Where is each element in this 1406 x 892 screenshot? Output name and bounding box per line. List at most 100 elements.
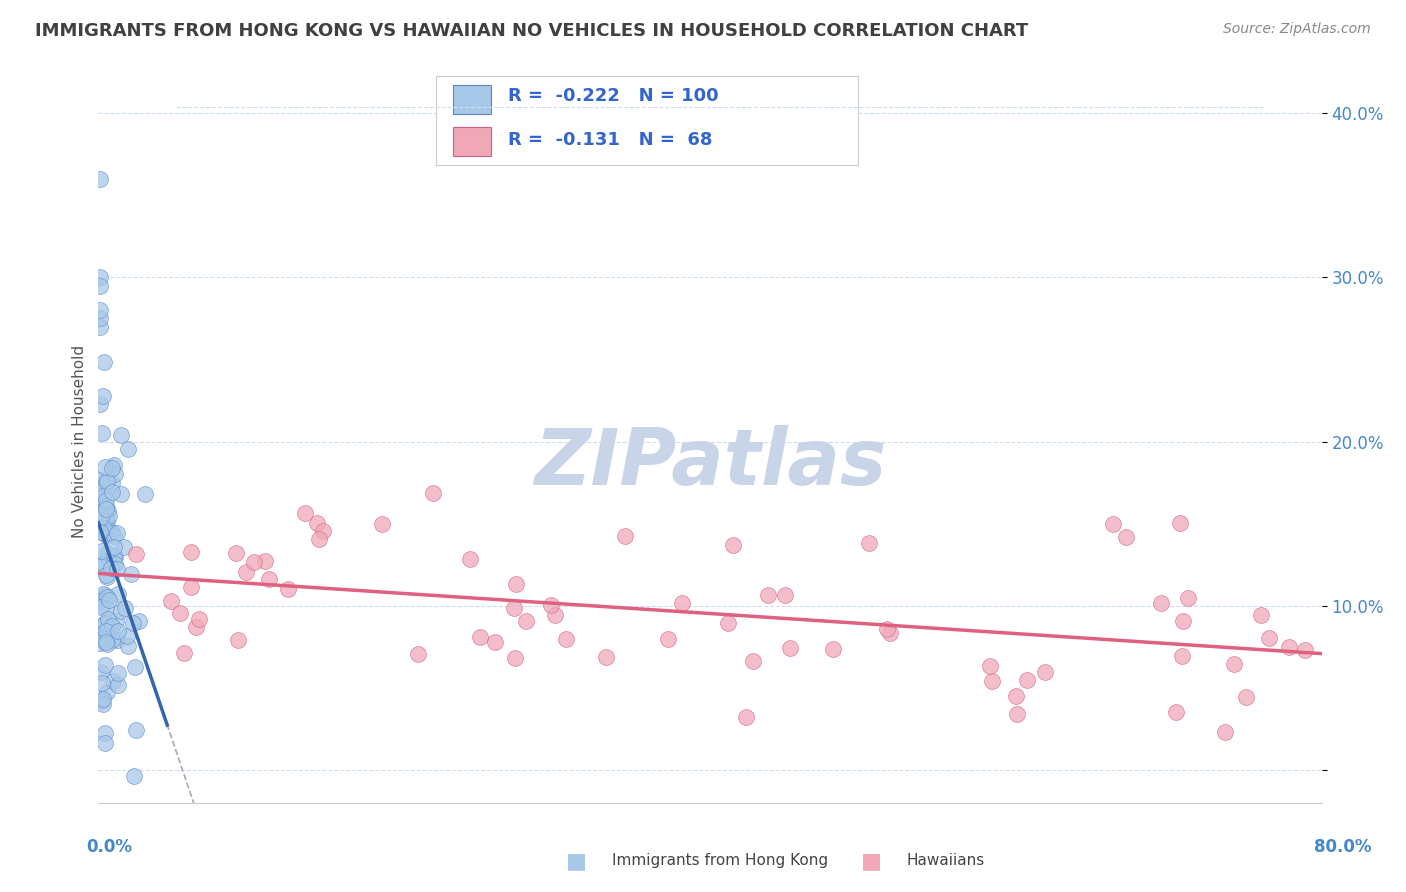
Point: [979, 659, 1001, 673]
Point: [169, 606, 191, 620]
Point: [94, 624, 117, 639]
Point: [100, 526, 122, 541]
Text: R =  -0.131   N =  68: R = -0.131 N = 68: [508, 131, 711, 149]
Point: [94, 615, 117, 630]
Point: [112, 540, 135, 554]
Point: [97, 508, 120, 523]
Point: [1222, 657, 1244, 671]
Point: [89, 278, 111, 293]
Point: [110, 427, 132, 442]
Point: [93, 525, 115, 540]
Text: ■: ■: [567, 851, 586, 871]
Point: [173, 646, 195, 660]
Point: [773, 588, 796, 602]
Text: 0.0%: 0.0%: [87, 838, 132, 856]
Point: [503, 600, 526, 615]
Point: [1170, 649, 1192, 664]
Point: [94, 588, 117, 602]
Point: [1017, 673, 1039, 687]
Point: [94, 493, 117, 508]
Point: [312, 524, 335, 539]
Point: [503, 651, 526, 665]
Point: [101, 618, 124, 632]
Point: [1173, 614, 1195, 628]
Point: [110, 604, 132, 618]
Point: [100, 460, 122, 475]
Point: [543, 607, 565, 622]
Point: [90, 632, 112, 647]
Text: IMMIGRANTS FROM HONG KONG VS HAWAIIAN NO VEHICLES IN HOUSEHOLD CORRELATION CHART: IMMIGRANTS FROM HONG KONG VS HAWAIIAN NO…: [35, 22, 1028, 40]
Point: [103, 458, 125, 472]
Point: [100, 561, 122, 575]
Point: [1177, 591, 1199, 605]
Text: Immigrants from Hong Kong: Immigrants from Hong Kong: [612, 854, 828, 868]
Point: [613, 529, 636, 543]
Point: [117, 629, 139, 643]
Point: [103, 540, 125, 554]
Point: [294, 506, 316, 520]
Point: [94, 657, 117, 672]
Point: [1115, 531, 1137, 545]
Point: [96, 546, 118, 560]
Point: [96, 502, 118, 516]
Point: [91, 587, 114, 601]
Point: [1101, 516, 1123, 531]
Point: [89, 474, 111, 488]
Point: [186, 619, 208, 633]
Point: [406, 647, 429, 661]
Point: [94, 459, 117, 474]
Point: [101, 674, 124, 689]
Point: [93, 557, 115, 571]
Point: [484, 634, 506, 648]
Point: [876, 623, 898, 637]
Point: [458, 552, 481, 566]
Point: [1278, 640, 1301, 655]
Text: 80.0%: 80.0%: [1315, 838, 1371, 856]
Point: [96, 590, 118, 604]
Point: [103, 529, 125, 543]
Point: [371, 516, 394, 531]
Point: [742, 655, 765, 669]
Point: [90, 693, 112, 707]
Point: [91, 631, 114, 645]
Point: [90, 510, 112, 524]
Y-axis label: No Vehicles in Household: No Vehicles in Household: [72, 345, 87, 538]
Point: [96, 637, 118, 651]
Point: [89, 319, 111, 334]
Point: [180, 580, 202, 594]
Point: [1258, 631, 1281, 645]
Point: [96, 474, 118, 488]
Point: [94, 726, 117, 740]
Point: [91, 544, 114, 558]
Point: [243, 555, 266, 569]
Point: [93, 617, 115, 632]
Point: [89, 525, 111, 540]
Point: [120, 566, 142, 581]
Point: [117, 442, 139, 456]
Point: [1005, 706, 1028, 721]
Point: [595, 649, 617, 664]
Point: [226, 633, 249, 648]
Point: [858, 536, 880, 550]
Point: [94, 527, 117, 541]
Text: R =  -0.222   N = 100: R = -0.222 N = 100: [508, 87, 718, 105]
Point: [89, 636, 111, 650]
FancyBboxPatch shape: [453, 85, 491, 114]
Point: [107, 666, 129, 681]
Point: [1213, 724, 1236, 739]
Point: [105, 614, 128, 628]
Point: [104, 557, 127, 571]
Point: [307, 516, 329, 531]
Point: [1250, 608, 1272, 623]
Point: [128, 614, 150, 628]
Point: [422, 486, 444, 500]
Point: [515, 615, 537, 629]
Point: [90, 600, 112, 615]
Point: [96, 612, 118, 626]
Point: [97, 551, 120, 566]
Point: [107, 586, 129, 600]
Point: [117, 640, 139, 654]
Point: [89, 311, 111, 326]
Point: [1294, 642, 1316, 657]
Point: [124, 660, 146, 674]
